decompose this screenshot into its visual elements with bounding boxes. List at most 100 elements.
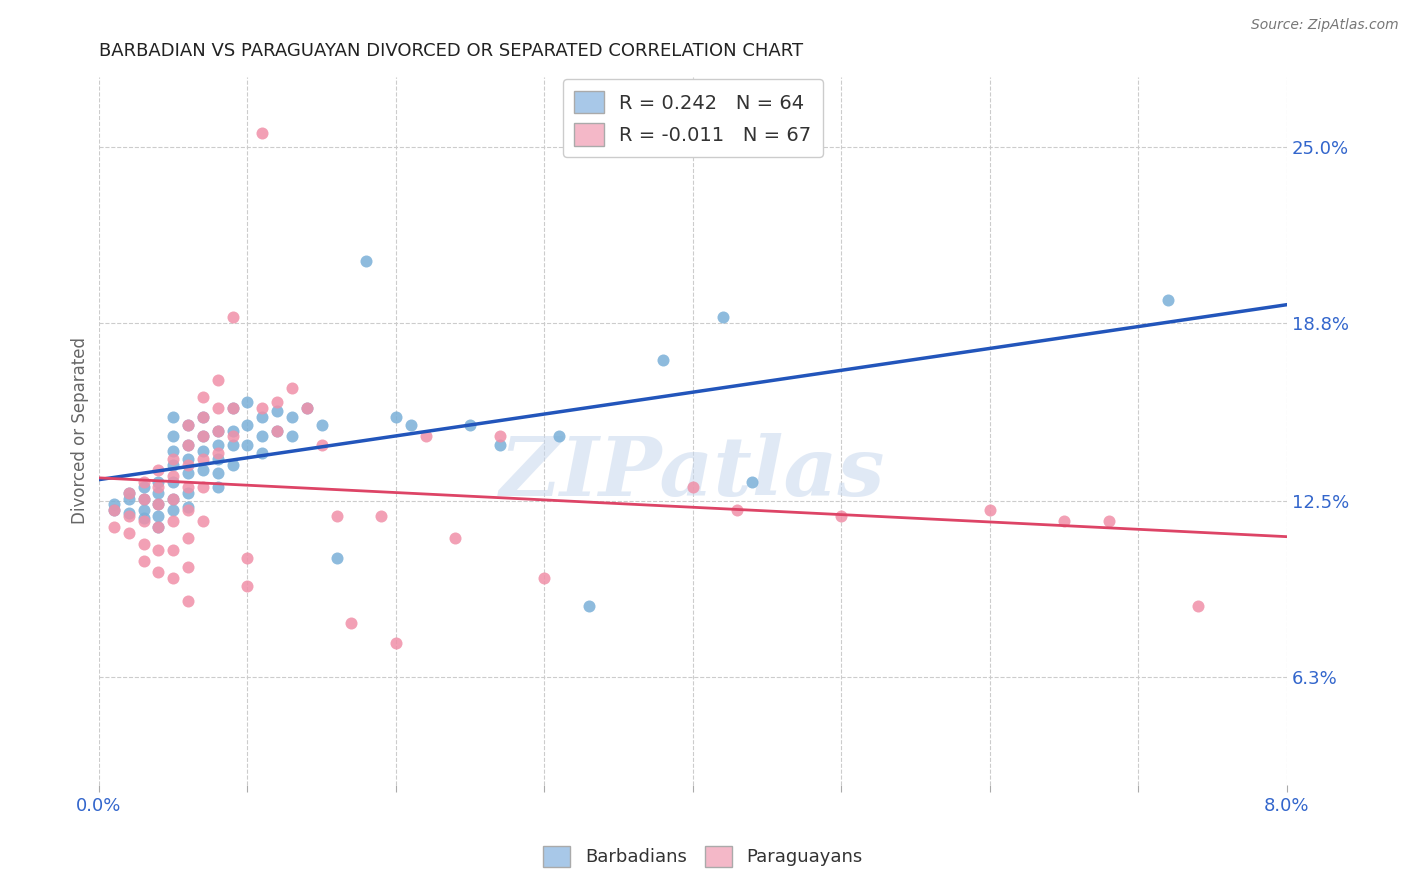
Point [207,466,229,480]
Point [741,475,763,489]
Point [444,531,467,545]
Point [281,381,304,395]
Point [221,401,243,415]
Point [207,446,229,460]
Point [682,480,704,494]
Legend: R = 0.242   N = 64, R = -0.011   N = 67: R = 0.242 N = 64, R = -0.011 N = 67 [562,79,823,157]
Point [132,503,155,517]
Point [236,438,259,452]
Point [132,491,155,506]
Point [162,491,184,506]
Point [399,417,422,432]
Point [148,486,170,500]
Point [325,551,347,566]
Point [295,401,318,415]
Text: Source: ZipAtlas.com: Source: ZipAtlas.com [1251,18,1399,32]
Point [207,401,229,415]
Point [162,571,184,585]
Point [162,514,184,528]
Point [148,497,170,511]
Point [191,390,214,404]
Point [207,424,229,438]
Point [458,417,481,432]
Point [118,491,141,506]
Point [207,452,229,467]
Point [207,373,229,387]
Point [236,551,259,566]
Point [221,401,243,415]
Point [177,593,200,607]
Point [533,571,555,585]
Point [162,458,184,472]
Point [266,404,288,418]
Point [162,429,184,443]
Point [162,491,184,506]
Point [177,503,200,517]
Point [489,429,512,443]
Point [236,579,259,593]
Point [162,475,184,489]
Point [132,480,155,494]
Point [221,310,243,325]
Point [711,310,734,325]
Point [162,542,184,557]
Text: ZIPatlas: ZIPatlas [501,434,886,513]
Point [177,438,200,452]
Point [191,429,214,443]
Point [415,429,437,443]
Point [311,417,333,432]
Point [340,616,363,631]
Point [354,253,377,268]
Point [221,429,243,443]
Point [148,520,170,534]
Point [236,395,259,409]
Point [177,458,200,472]
Point [191,463,214,477]
Point [652,352,675,367]
Point [162,409,184,424]
Point [177,452,200,467]
Point [148,520,170,534]
Point [177,417,200,432]
Point [118,508,141,523]
Point [177,559,200,574]
Point [1187,599,1209,614]
Point [191,409,214,424]
Point [578,599,600,614]
Point [1097,514,1119,528]
Point [177,438,200,452]
Point [221,424,243,438]
Point [162,452,184,467]
Point [103,497,125,511]
Point [148,475,170,489]
Point [370,508,392,523]
Point [118,486,141,500]
Point [132,511,155,525]
Point [236,417,259,432]
Point [207,480,229,494]
Point [548,429,571,443]
Y-axis label: Divorced or Separated: Divorced or Separated [72,337,89,524]
Point [132,514,155,528]
Point [266,424,288,438]
Point [385,636,408,650]
Point [177,500,200,515]
Point [252,446,274,460]
Point [311,438,333,452]
Point [252,126,274,140]
Point [207,438,229,452]
Point [132,491,155,506]
Point [118,506,141,520]
Point [281,429,304,443]
Point [148,542,170,557]
Point [325,508,347,523]
Point [148,508,170,523]
Point [281,409,304,424]
Point [132,537,155,551]
Point [162,503,184,517]
Point [162,469,184,483]
Point [266,395,288,409]
Point [191,443,214,458]
Point [191,480,214,494]
Point [252,401,274,415]
